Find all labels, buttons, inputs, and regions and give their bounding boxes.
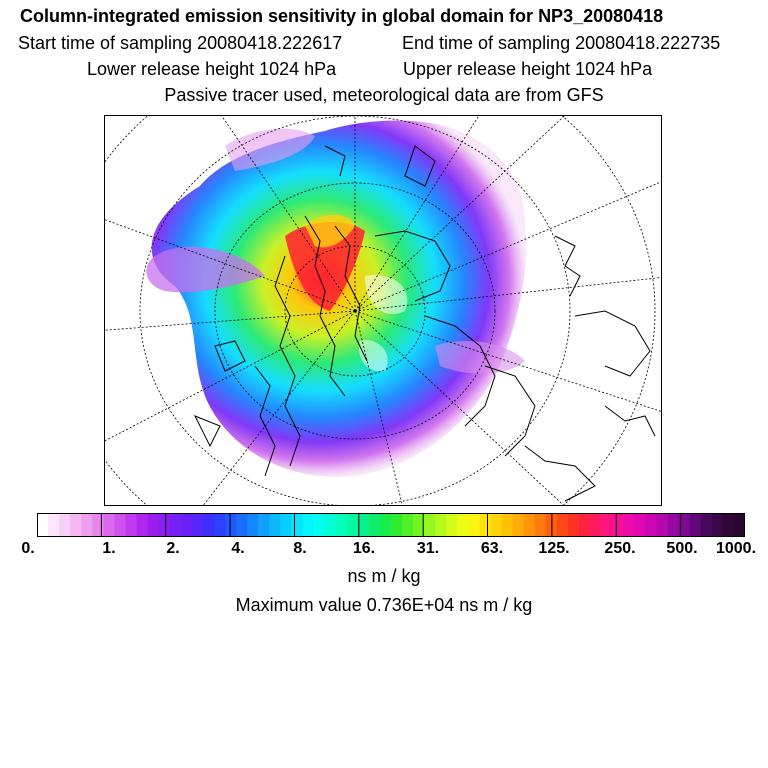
colorbar-cell <box>247 513 259 537</box>
colorbar-tick-label: 63. <box>480 540 504 557</box>
tracer-note: Passive tracer used, meteorological data… <box>164 85 604 105</box>
colorbar-cell <box>556 513 569 537</box>
colorbar <box>37 513 745 537</box>
colorbar-cell <box>180 513 193 537</box>
colorbar-cell <box>379 513 392 537</box>
colorbar-cell <box>534 513 547 537</box>
colorbar-cell <box>191 513 204 537</box>
colorbar-cell <box>70 513 82 537</box>
colorbar-cell <box>346 513 359 537</box>
colorbar-unit-label: ns m / kg <box>347 566 421 586</box>
colorbar-cell <box>722 513 735 537</box>
colorbar-cell <box>490 513 503 537</box>
colorbar-cell <box>689 513 702 537</box>
colorbar-cell <box>313 513 326 537</box>
colorbar-tick-label: 8. <box>293 540 307 557</box>
colorbar-tick-label: 16. <box>352 540 376 557</box>
colorbar-cell <box>291 513 304 537</box>
colorbar-cell <box>667 513 680 537</box>
colorbar-cell <box>158 513 171 537</box>
colorbar-cell <box>368 513 381 537</box>
colorbar-cell <box>645 513 658 537</box>
colorbar-cells <box>37 513 745 537</box>
colorbar-cell <box>48 513 60 537</box>
colorbar-cell <box>579 513 591 537</box>
colorbar-tick-label: 250. <box>604 540 636 557</box>
colorbar-cell <box>501 513 514 537</box>
colorbar-cell <box>258 513 270 537</box>
colorbar-cell <box>37 513 49 537</box>
colorbar-tick-label: 1000. <box>715 540 757 557</box>
colorbar-cell <box>136 513 149 537</box>
colorbar-cell <box>634 513 647 537</box>
colorbar-cell <box>612 513 624 537</box>
colorbar-cell <box>81 513 93 537</box>
colorbar-cell <box>214 513 226 537</box>
colorbar-cell <box>711 513 724 537</box>
colorbar-cell <box>623 513 635 537</box>
figure-title: Column-integrated emission sensitivity i… <box>20 6 664 26</box>
colorbar-cell <box>280 513 293 537</box>
colorbar-cell <box>424 513 436 537</box>
sensitivity-field <box>146 120 527 478</box>
colorbar-cell <box>357 513 370 537</box>
colorbar-cell <box>413 513 425 537</box>
colorbar-tick-marks <box>100 513 682 537</box>
colorbar-cell <box>169 513 182 537</box>
colorbar-cell <box>568 513 580 537</box>
map-canvas <box>105 116 661 505</box>
upper-release-text: Upper release height 1024 hPa <box>403 59 653 79</box>
start-time-text: Start time of sampling 20080418.222617 <box>18 33 343 53</box>
lower-release-text: Lower release height 1024 hPa <box>87 59 337 79</box>
colorbar-cell <box>446 513 458 537</box>
colorbar-tick-label: 1. <box>102 540 116 557</box>
colorbar-cell <box>733 513 745 537</box>
coastlines <box>193 145 656 502</box>
colorbar-cell <box>236 513 248 537</box>
graticule <box>105 116 661 505</box>
colorbar-cell <box>302 513 315 537</box>
colorbar-cell <box>269 513 281 537</box>
colorbar-cell <box>523 513 536 537</box>
colorbar-tick-label: 0. <box>21 540 35 557</box>
colorbar-cell <box>700 513 713 537</box>
colorbar-cell <box>114 513 127 537</box>
colorbar-cell <box>656 513 669 537</box>
maximum-value-text: Maximum value 0.736E+04 ns m / kg <box>235 595 533 615</box>
colorbar-cell <box>59 513 71 537</box>
colorbar-cell <box>225 513 237 537</box>
colorbar-tick-label: 2. <box>166 540 180 557</box>
colorbar-cell <box>457 513 470 537</box>
colorbar-tick-label: 4. <box>231 540 245 557</box>
colorbar-cell <box>590 513 602 537</box>
colorbar-cell <box>512 513 525 537</box>
colorbar-tick-label: 500. <box>666 540 698 557</box>
colorbar-cell <box>125 513 138 537</box>
colorbar-tick-label: 125. <box>538 540 570 557</box>
colorbar-cell <box>324 513 337 537</box>
colorbar-cell <box>92 513 104 537</box>
colorbar-cell <box>402 513 414 537</box>
colorbar-cell <box>147 513 160 537</box>
end-time-text: End time of sampling 20080418.222735 <box>402 33 721 53</box>
colorbar-tick-label: 31. <box>416 540 440 557</box>
colorbar-cell <box>678 513 691 537</box>
colorbar-cell <box>335 513 348 537</box>
colorbar-cell <box>435 513 447 537</box>
colorbar-cell <box>479 513 492 537</box>
emission-sensitivity-map <box>104 115 662 506</box>
colorbar-cell <box>391 513 403 537</box>
colorbar-cell <box>468 513 481 537</box>
colorbar-border <box>37 513 745 537</box>
colorbar-cell <box>601 513 613 537</box>
colorbar-cell <box>103 513 116 537</box>
colorbar-cell <box>202 513 215 537</box>
